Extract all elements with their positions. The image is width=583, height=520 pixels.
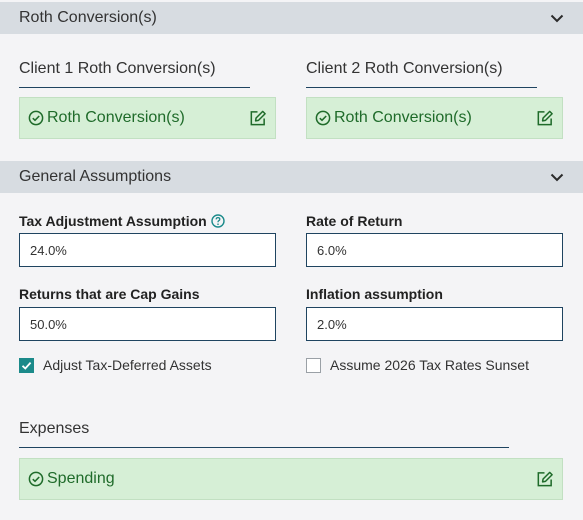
- cap-gains-label: Returns that are Cap Gains: [19, 286, 200, 302]
- assume-2026-sunset-row[interactable]: Assume 2026 Tax Rates Sunset: [306, 357, 529, 373]
- client1-roth-card[interactable]: Roth Conversion(s): [19, 97, 276, 139]
- roth-conversions-title: Roth Conversion(s): [19, 9, 157, 26]
- adjust-tax-deferred-label: Adjust Tax-Deferred Assets: [43, 357, 212, 373]
- inflation-label-text: Inflation assumption: [306, 286, 443, 302]
- cap-gains-label-text: Returns that are Cap Gains: [19, 286, 200, 302]
- edit-icon[interactable]: [535, 109, 554, 128]
- edit-icon[interactable]: [248, 109, 267, 128]
- adjust-tax-deferred-row[interactable]: Adjust Tax-Deferred Assets: [19, 357, 212, 373]
- check-circle-icon: [28, 471, 44, 487]
- client2-roth-card-label: Roth Conversion(s): [334, 109, 472, 126]
- cap-gains-input[interactable]: [19, 307, 276, 341]
- rate-of-return-label-text: Rate of Return: [306, 213, 403, 229]
- chevron-down-icon[interactable]: [549, 169, 565, 185]
- spending-card-label: Spending: [47, 470, 115, 487]
- edit-icon[interactable]: [535, 470, 554, 489]
- general-assumptions-title: General Assumptions: [19, 168, 172, 185]
- adjust-tax-deferred-checkbox[interactable]: [19, 357, 34, 373]
- roth-conversions-header[interactable]: Roth Conversion(s): [0, 2, 583, 34]
- tax-adjustment-input[interactable]: [19, 233, 276, 267]
- assume-2026-sunset-label: Assume 2026 Tax Rates Sunset: [330, 357, 529, 373]
- assume-2026-sunset-checkbox[interactable]: [306, 357, 321, 373]
- rate-of-return-label: Rate of Return: [306, 213, 402, 229]
- client1-roth-card-label: Roth Conversion(s): [47, 109, 185, 126]
- client2-roth-card[interactable]: Roth Conversion(s): [306, 97, 563, 139]
- tax-adjustment-label: Tax Adjustment Assumption: [19, 213, 225, 229]
- chevron-down-icon[interactable]: [549, 10, 565, 26]
- checkmark-icon: [21, 361, 32, 370]
- help-icon[interactable]: [211, 214, 225, 228]
- inflation-input[interactable]: [306, 307, 563, 341]
- rate-of-return-input[interactable]: [306, 233, 563, 267]
- client1-roth-heading: Client 1 Roth Conversion(s): [19, 60, 250, 88]
- inflation-label: Inflation assumption: [306, 286, 443, 302]
- general-assumptions-header[interactable]: General Assumptions: [0, 161, 583, 193]
- client2-roth-heading: Client 2 Roth Conversion(s): [306, 60, 537, 88]
- check-circle-icon: [315, 110, 331, 126]
- expenses-heading: Expenses: [19, 420, 509, 448]
- tax-adjustment-label-text: Tax Adjustment Assumption: [19, 213, 207, 229]
- check-circle-icon: [28, 110, 44, 126]
- spending-card[interactable]: Spending: [19, 458, 563, 500]
